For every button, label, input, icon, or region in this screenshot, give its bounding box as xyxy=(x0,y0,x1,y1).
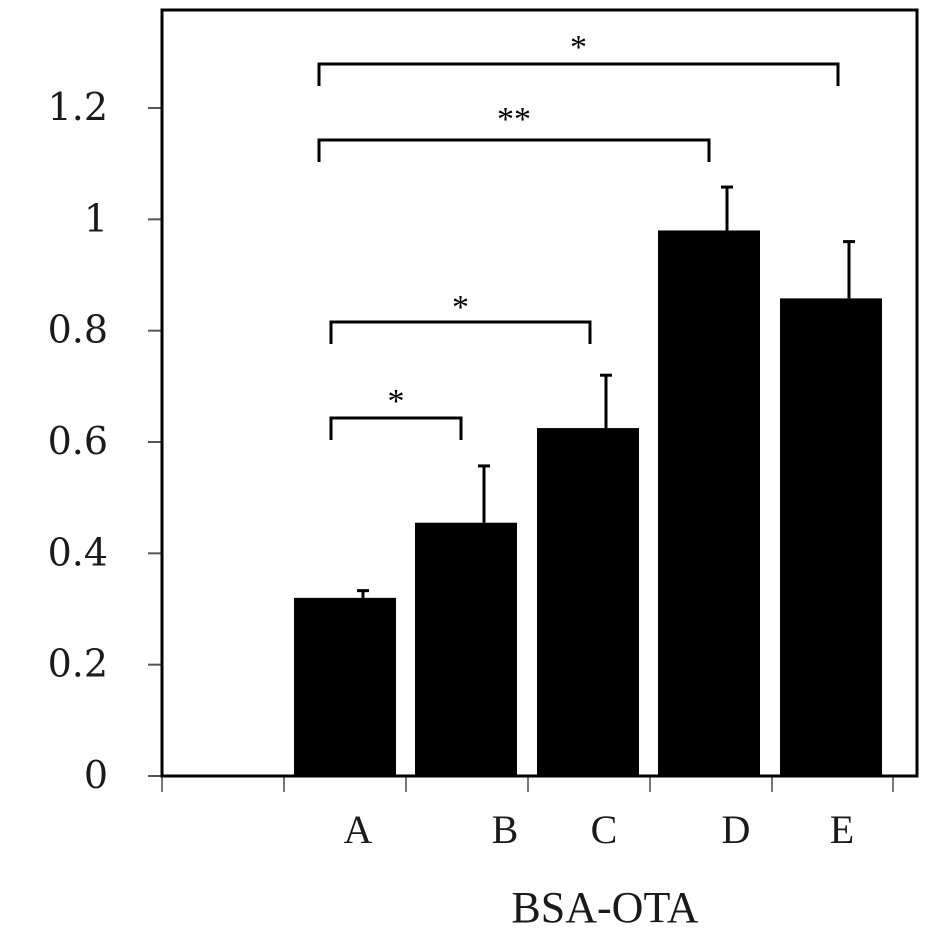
y-tick-label: 0.2 xyxy=(48,642,108,686)
y-tick-label: 0.6 xyxy=(48,419,108,463)
significance-bracket xyxy=(317,138,711,162)
significance-bracket xyxy=(317,62,840,86)
bar xyxy=(415,522,517,776)
significance-bracket xyxy=(329,320,592,344)
bar xyxy=(780,298,882,776)
y-tick-label: 0 xyxy=(84,753,108,797)
y-tick-label: 1.2 xyxy=(48,85,108,129)
plot-frame xyxy=(160,8,919,778)
significance-label: * xyxy=(452,289,469,326)
bars xyxy=(294,230,882,776)
x-category-label: C xyxy=(591,807,618,852)
error-bars xyxy=(357,185,855,598)
x-category-label: A xyxy=(344,807,373,852)
significance-label: * xyxy=(388,383,405,420)
x-axis-title: BSA-OTA xyxy=(511,883,698,932)
significance-label: * xyxy=(570,29,587,66)
bar xyxy=(294,597,396,776)
y-tick-label: 0.8 xyxy=(48,308,108,352)
y-tick-label: 0.4 xyxy=(48,530,108,574)
significance-label: ** xyxy=(497,101,531,138)
x-axis-ticks: A B C D E xyxy=(161,776,894,852)
significance-brackets: ***** xyxy=(317,29,840,440)
significance-bracket xyxy=(329,416,463,440)
x-category-label: E xyxy=(830,807,854,852)
y-tick-label: 1 xyxy=(84,196,108,240)
x-category-label: B xyxy=(492,807,519,852)
x-category-label: D xyxy=(722,807,751,852)
bar xyxy=(658,230,760,776)
y-axis-ticks: 0 0.2 0.4 0.6 0.8 1 1.2 xyxy=(48,85,162,797)
bar xyxy=(537,428,639,776)
